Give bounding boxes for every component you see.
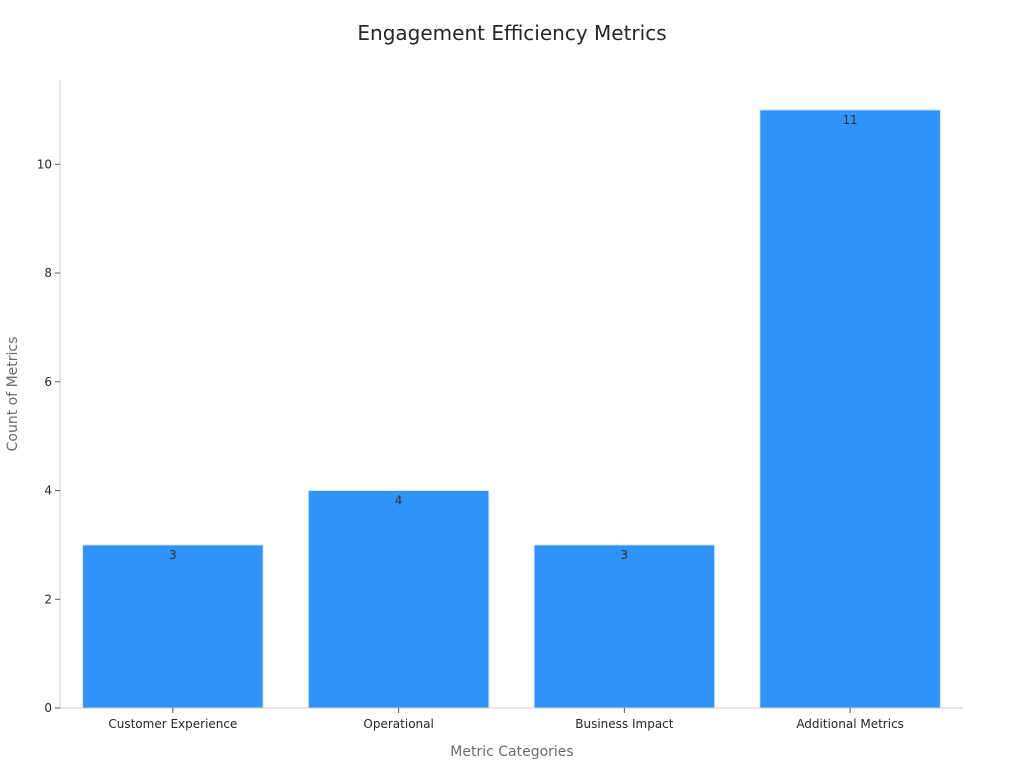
y-tick-label: 8	[44, 266, 52, 280]
x-tick-label: Additional Metrics	[796, 717, 904, 731]
bar-customer-experience	[82, 544, 264, 709]
bar-business-impact	[533, 544, 716, 709]
y-tick-label: 10	[37, 157, 52, 171]
bar-operational	[307, 490, 490, 709]
bars-group: 3 4 3 11	[82, 109, 941, 709]
chart-title: Engagement Efficiency Metrics	[357, 21, 666, 45]
data-label: 3	[169, 548, 177, 562]
y-axis-title: Count of Metrics	[5, 337, 21, 452]
x-axis: Customer Experience Operational Business I…	[60, 707, 963, 731]
data-label: 3	[621, 548, 629, 562]
x-tick-label: Business Impact	[575, 717, 674, 731]
y-tick-label: 4	[44, 484, 52, 498]
x-tick-label: Customer Experience	[108, 717, 237, 731]
data-label: 11	[842, 113, 857, 127]
data-label: 4	[395, 494, 403, 508]
y-tick-label: 0	[44, 701, 52, 715]
x-axis-title: Metric Categories	[450, 744, 573, 760]
y-tick-label: 6	[44, 375, 52, 389]
y-tick-label: 2	[44, 592, 52, 606]
x-tick-label: Operational	[363, 717, 433, 731]
y-axis: 0 2 4 6 8 10	[37, 80, 61, 715]
bar-additional-metrics	[759, 109, 941, 709]
